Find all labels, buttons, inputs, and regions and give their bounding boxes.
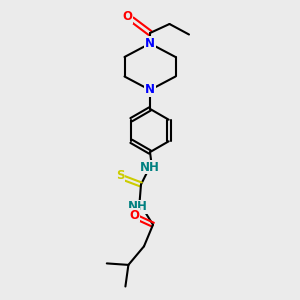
Text: NH: NH [128, 200, 148, 213]
Text: N: N [145, 37, 155, 50]
Text: N: N [145, 83, 155, 97]
Text: NH: NH [140, 160, 160, 174]
Text: S: S [116, 169, 124, 182]
Text: O: O [129, 208, 139, 222]
Text: O: O [122, 10, 133, 23]
